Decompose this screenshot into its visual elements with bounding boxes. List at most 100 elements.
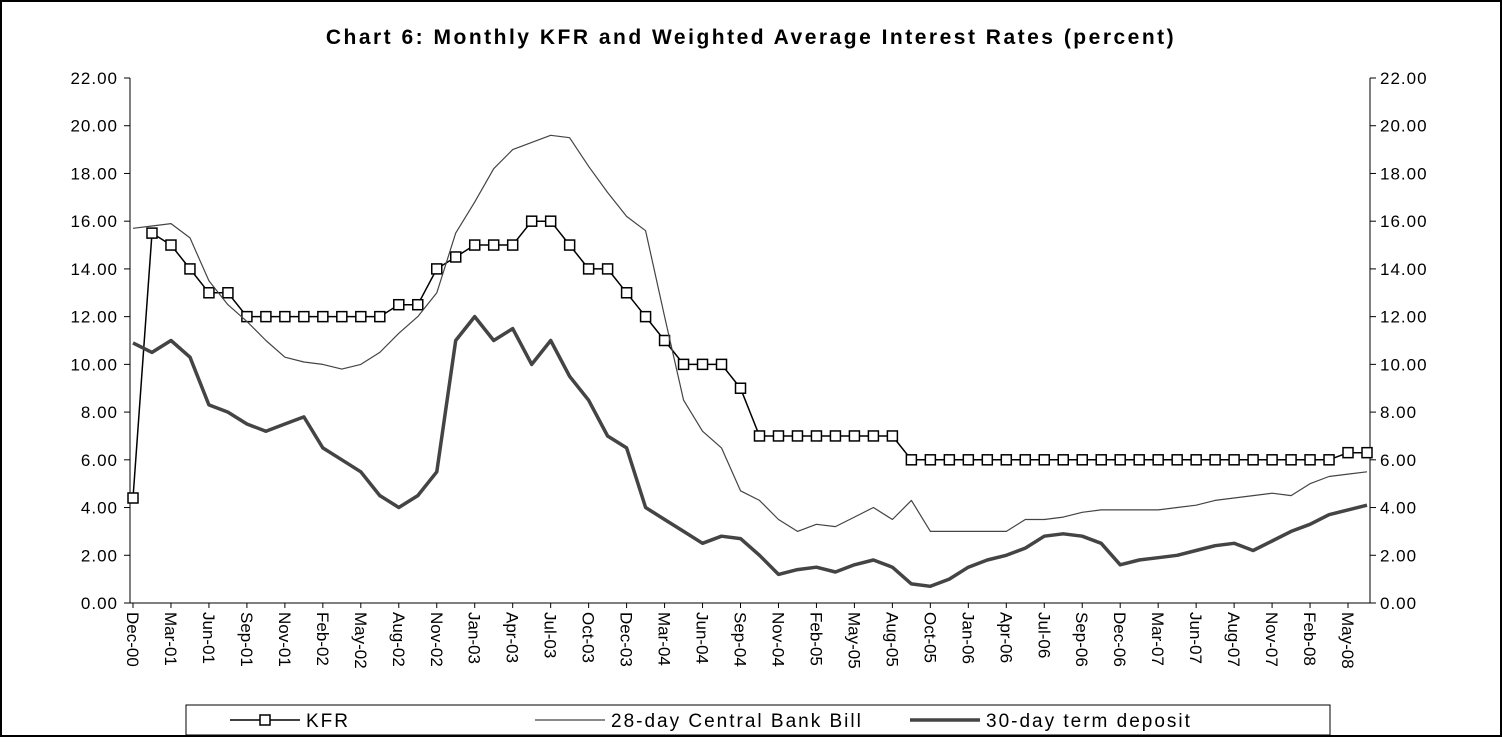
y2-tick-label: 4.00 [1380, 499, 1417, 518]
x-tick-label: Feb-02 [313, 612, 332, 666]
x-tick-label: Jan-03 [465, 612, 484, 664]
y2-tick-label: 14.00 [1380, 260, 1428, 279]
marker [449, 251, 462, 263]
x-tick-label: Mar-07 [1148, 612, 1167, 666]
y2-tick-label: 20.00 [1380, 117, 1428, 136]
x-tick-label: Aug-02 [389, 612, 408, 667]
marker [544, 215, 557, 227]
marker [791, 430, 804, 442]
marker [355, 310, 367, 323]
marker [412, 298, 424, 311]
marker [1000, 454, 1013, 466]
marker [222, 287, 234, 299]
marker [1342, 446, 1354, 459]
marker [696, 358, 709, 371]
x-tick-label: Nov-07 [1262, 612, 1281, 667]
series-line [132, 314, 1368, 589]
x-tick-label: May-05 [844, 612, 863, 669]
x-tick-label: Dec-03 [617, 612, 636, 667]
y2-tick-label: 22.00 [1380, 69, 1428, 88]
marker [525, 215, 538, 227]
marker [468, 239, 481, 251]
marker [1247, 454, 1259, 466]
x-tick-label: Feb-08 [1300, 612, 1319, 666]
marker [620, 287, 633, 299]
x-tick-label: Nov-01 [275, 612, 294, 667]
marker [1095, 454, 1107, 466]
y2-tick-label: 8.00 [1380, 403, 1417, 422]
marker [146, 227, 158, 239]
y2-tick-label: 16.00 [1380, 212, 1428, 231]
marker [1361, 446, 1373, 459]
marker [601, 263, 614, 275]
marker [563, 239, 576, 251]
y2-tick-label: 18.00 [1380, 164, 1428, 183]
marker [1323, 454, 1335, 466]
x-tick-label: Oct-05 [920, 612, 939, 663]
x-tick-label: May-08 [1338, 612, 1357, 669]
marker [1266, 454, 1278, 466]
x-tick-label: Sep-06 [1072, 612, 1091, 667]
marker [1209, 454, 1221, 466]
marker [1304, 454, 1316, 466]
y2-tick-label: 6.00 [1380, 451, 1417, 470]
marker [317, 310, 329, 323]
marker [1152, 454, 1164, 466]
marker [298, 310, 310, 323]
x-tick-label: Sep-01 [237, 612, 256, 667]
marker [905, 454, 918, 466]
marker [639, 310, 652, 323]
legend-label: KFR [306, 711, 350, 732]
x-tick-label: Dec-00 [123, 612, 142, 667]
x-tick-label: Jul-03 [541, 612, 560, 658]
x-tick-label: Oct-03 [579, 612, 598, 663]
series-line [132, 134, 1368, 532]
y2-tick-label: 0.00 [1380, 594, 1417, 613]
y-tick-label: 20.00 [70, 117, 118, 136]
marker [1057, 454, 1069, 466]
marker [772, 430, 785, 442]
marker [374, 310, 386, 323]
marker [506, 239, 519, 251]
marker [1038, 454, 1051, 466]
x-tick-label: Dec-06 [1110, 612, 1129, 667]
marker [184, 263, 196, 275]
marker [981, 454, 994, 466]
marker [1019, 454, 1032, 466]
marker [487, 239, 500, 251]
marker [1114, 454, 1126, 466]
x-tick-label: Jun-04 [693, 612, 712, 664]
legend-label: 30-day term deposit [986, 711, 1192, 732]
x-tick-label: Aug-05 [882, 612, 901, 667]
marker [677, 358, 690, 371]
y-tick-label: 8.00 [81, 403, 118, 422]
legend-box [185, 704, 1331, 736]
y2-tick-label: 2.00 [1380, 546, 1417, 565]
marker [165, 239, 177, 251]
y-tick-label: 10.00 [70, 355, 118, 374]
x-tick-label: Jun-07 [1186, 612, 1205, 664]
marker [1285, 454, 1297, 466]
marker [753, 430, 766, 442]
y2-tick-label: 12.00 [1380, 308, 1428, 327]
marker [886, 430, 899, 442]
x-tick-label: Mar-04 [655, 612, 674, 666]
marker [203, 287, 215, 299]
x-tick-label: May-02 [351, 612, 370, 669]
x-tick-label: Jan-06 [958, 612, 977, 664]
y-tick-label: 2.00 [81, 546, 118, 565]
x-tick-label: Mar-01 [161, 612, 180, 666]
x-tick-label: Apr-03 [503, 612, 522, 663]
y-tick-label: 12.00 [70, 308, 118, 327]
marker [1171, 454, 1183, 466]
marker [924, 454, 937, 466]
marker [241, 310, 253, 323]
marker [848, 430, 861, 442]
marker [810, 430, 823, 442]
x-tick-label: Aug-07 [1224, 612, 1243, 667]
x-tick-label: Nov-04 [768, 612, 787, 667]
x-tick-label: Jul-06 [1034, 612, 1053, 658]
